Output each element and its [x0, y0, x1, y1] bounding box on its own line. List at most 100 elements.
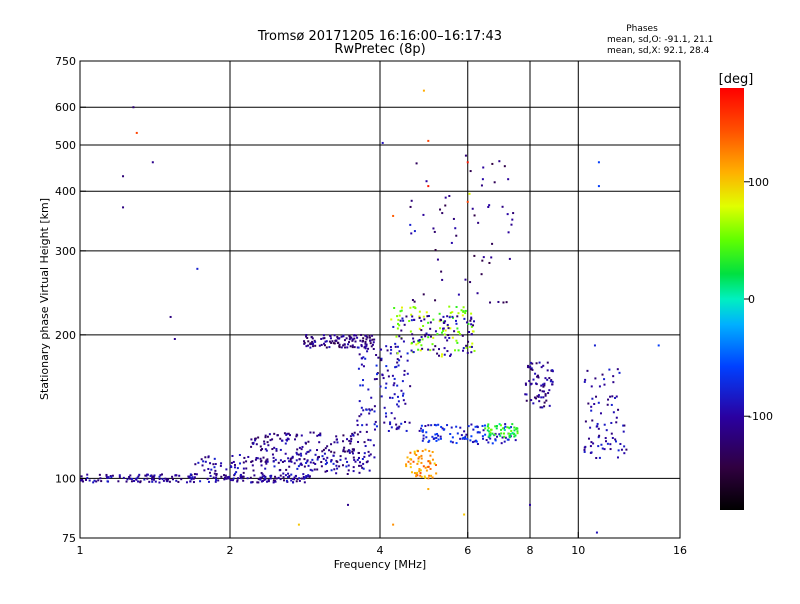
echo-point [419, 349, 422, 352]
echo-point [354, 460, 357, 463]
echo-point [409, 306, 412, 309]
echo-point [306, 451, 309, 454]
echo-point [265, 459, 268, 462]
echo-point [461, 314, 464, 317]
echo-point [314, 462, 317, 465]
echo-point [313, 468, 316, 471]
echo-point [260, 449, 263, 452]
echo-point [333, 468, 336, 471]
echo-point [82, 480, 85, 483]
echo-point [465, 321, 468, 324]
echo-point [277, 476, 280, 479]
echo-point [342, 434, 345, 437]
echo-point [396, 426, 399, 429]
echo-point [612, 381, 615, 384]
echo-point [441, 427, 444, 430]
echo-point [370, 345, 373, 348]
echo-point [339, 455, 342, 458]
echo-point [357, 451, 360, 454]
echo-point [279, 474, 282, 477]
echo-point [405, 315, 408, 318]
echo-point [312, 342, 315, 345]
echo-point [420, 475, 423, 478]
echo-point [138, 473, 141, 476]
echo-point [507, 231, 510, 234]
echo-point [233, 474, 236, 477]
echo-point [304, 476, 307, 479]
echo-point [357, 367, 360, 370]
echo-point [455, 442, 458, 445]
echo-point [395, 423, 398, 426]
echo-point [413, 230, 416, 233]
echo-point [300, 463, 303, 466]
echo-point [256, 481, 259, 484]
echo-point [460, 309, 463, 312]
echo-point [297, 523, 300, 526]
echo-point [530, 367, 533, 370]
echo-point [617, 449, 620, 452]
echo-point [279, 459, 282, 462]
echo-point [239, 462, 242, 465]
echo-point [419, 469, 422, 472]
echo-point [236, 467, 239, 470]
echo-point [358, 471, 361, 474]
echo-point [481, 259, 484, 262]
echo-point [277, 461, 280, 464]
echo-point [506, 213, 509, 216]
echo-point [454, 227, 457, 230]
echo-point [466, 200, 469, 203]
echo-point [194, 463, 197, 466]
echo-point [539, 389, 542, 392]
echo-point [625, 448, 628, 451]
echo-point [192, 481, 195, 484]
echo-point [450, 241, 453, 244]
echo-point [318, 441, 321, 444]
echo-point [449, 433, 452, 436]
echo-point [603, 378, 606, 381]
echo-point [489, 428, 492, 431]
echo-point [146, 473, 149, 476]
echo-point [503, 435, 506, 438]
y-axis-label: Stationary phase Virtual Height [km] [38, 198, 51, 400]
echo-point [619, 442, 622, 445]
echo-point [551, 380, 554, 383]
echo-point [393, 417, 396, 420]
echo-point [338, 337, 341, 340]
echo-point [396, 358, 399, 361]
echo-point [343, 339, 346, 342]
echo-point [427, 336, 430, 339]
echo-point [135, 478, 138, 481]
echo-point [473, 320, 476, 323]
echo-point [410, 471, 413, 474]
echo-point [344, 346, 347, 349]
echo-point [406, 372, 409, 375]
echo-point [379, 385, 382, 388]
colorbar-tick-label: 100 [748, 176, 769, 189]
echo-point [343, 343, 346, 346]
echo-point [333, 334, 336, 337]
echo-point [394, 345, 397, 348]
echo-point [282, 476, 285, 479]
echo-point [537, 376, 540, 379]
echo-point [512, 433, 515, 436]
echo-point [427, 333, 430, 336]
echo-point [470, 316, 473, 319]
echo-point [411, 315, 414, 318]
echo-point [266, 435, 269, 438]
echo-point [396, 345, 399, 348]
echo-point [466, 438, 469, 441]
echo-point [622, 424, 625, 427]
echo-point [364, 334, 367, 337]
echo-point [405, 463, 408, 466]
echo-point [536, 374, 539, 377]
echo-point [317, 433, 320, 436]
echo-point [384, 412, 387, 415]
echo-point [455, 234, 458, 237]
echo-point [425, 431, 428, 434]
echo-point [471, 342, 474, 345]
echo-point [296, 467, 299, 470]
echo-point [429, 467, 432, 470]
echo-point [427, 424, 430, 427]
echo-point [406, 359, 409, 362]
echo-point [589, 445, 592, 448]
